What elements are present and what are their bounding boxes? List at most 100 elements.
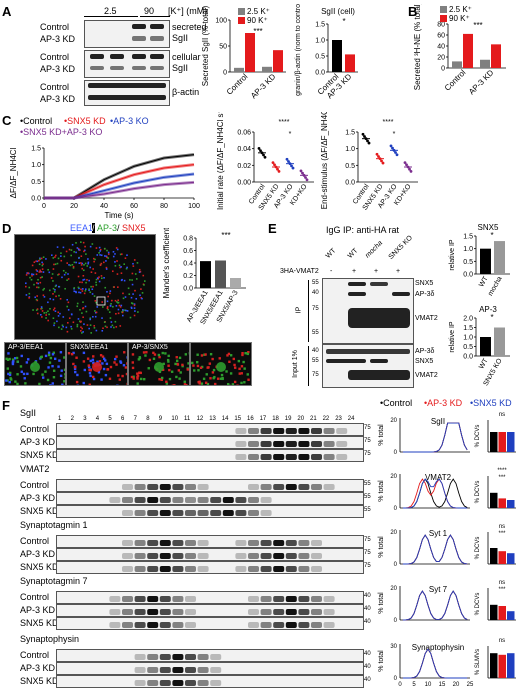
band [260, 441, 272, 447]
pixel-speck [47, 310, 49, 313]
legend-label: 2.5 K⁺ [247, 7, 270, 16]
pixel-speck [212, 368, 216, 372]
f-bar-chart: % DCVs ns [475, 412, 516, 453]
pixel-speck [87, 364, 91, 367]
pixel-speck [106, 256, 108, 259]
data-point [391, 146, 394, 150]
pixel-speck [66, 330, 69, 333]
band [122, 510, 133, 516]
band [185, 622, 196, 628]
pixel-speck [242, 360, 245, 364]
pixel-speck [40, 313, 42, 316]
pixel-speck [88, 279, 90, 282]
chart-title: AP-3 [479, 305, 497, 314]
pixel-speck [54, 285, 57, 288]
band [235, 454, 247, 460]
fraction-number: 3 [83, 416, 87, 422]
band [172, 654, 184, 660]
pixel-speck [46, 378, 50, 382]
band-input-vmat2: VMAT2 [415, 372, 438, 379]
band [134, 609, 146, 615]
band [323, 454, 335, 460]
data-point [304, 176, 307, 179]
pixel-speck [93, 295, 96, 297]
channel-sep-1: / [92, 223, 95, 233]
band [122, 566, 133, 572]
sig: *** [498, 587, 506, 593]
pixel-speck [214, 382, 217, 385]
fraction-number: 18 [272, 416, 279, 422]
pixel-speck [105, 260, 107, 262]
pixel-speck [232, 357, 235, 361]
pixel-speck [240, 372, 243, 375]
band [134, 540, 146, 546]
band [260, 454, 272, 460]
channel-eea1: EEA1 [70, 223, 94, 233]
band [311, 553, 322, 559]
data-point [366, 139, 369, 143]
pixel-speck [131, 366, 135, 370]
band [248, 566, 259, 572]
pixel-speck [113, 326, 115, 329]
mw-ip-4: 55 [312, 330, 319, 336]
band [147, 609, 159, 615]
x-tick-label: 80 [160, 203, 168, 210]
f-mw: 55 [364, 481, 371, 487]
channel-snx5: SNX5 [122, 223, 146, 233]
pixel-speck [82, 241, 85, 244]
pixel-speck [24, 382, 27, 385]
pixel-speck [111, 270, 114, 273]
pixel-speck [42, 294, 45, 297]
pixel-speck [115, 363, 118, 366]
pixel-speck [84, 288, 87, 290]
pixel-speck [130, 375, 134, 379]
pixel-speck [126, 356, 127, 359]
pixel-speck [50, 277, 53, 279]
pixel-speck [204, 381, 208, 384]
channel-sep-2: / [117, 223, 120, 233]
pixel-speck [28, 297, 30, 299]
band [147, 654, 159, 660]
pixel-speck [82, 279, 84, 281]
pixel-speck [73, 251, 76, 253]
pixel-speck [82, 360, 86, 363]
fraction-number: 4 [95, 416, 100, 422]
y-tick-label: 0.5 [463, 344, 473, 351]
data-point [409, 170, 413, 173]
pixel-speck [8, 380, 11, 384]
bar [490, 492, 498, 508]
band-input-ap3: AP-3δ [415, 348, 435, 355]
band [172, 510, 184, 516]
band [260, 428, 272, 434]
band [122, 497, 133, 503]
pixel-speck [20, 354, 23, 358]
band [197, 540, 209, 546]
pixel-speck [77, 247, 80, 250]
band [197, 667, 209, 673]
pixel-speck [36, 286, 38, 289]
pixel-speck [243, 381, 246, 384]
pixel-speck [79, 308, 81, 311]
pixel-speck [89, 369, 93, 372]
fraction-number: 13 [209, 416, 216, 422]
pixel-speck [67, 301, 70, 304]
pixel-speck [59, 351, 63, 354]
f-blot-title: VMAT2 [20, 464, 50, 474]
band [260, 609, 272, 615]
band [185, 484, 196, 490]
pixel-speck [87, 258, 89, 260]
pixel-speck [40, 270, 43, 273]
pixel-speck [53, 263, 55, 266]
band [248, 553, 259, 559]
pixel-speck [41, 307, 43, 310]
pixel-speck [133, 304, 136, 307]
pixel-speck [120, 304, 123, 307]
pixel-speck [80, 288, 82, 291]
bar [498, 551, 506, 564]
pixel-speck [136, 377, 139, 380]
band [298, 441, 310, 447]
vesicle [154, 362, 164, 372]
pixel-speck [102, 261, 105, 264]
pixel-speck [92, 361, 95, 364]
